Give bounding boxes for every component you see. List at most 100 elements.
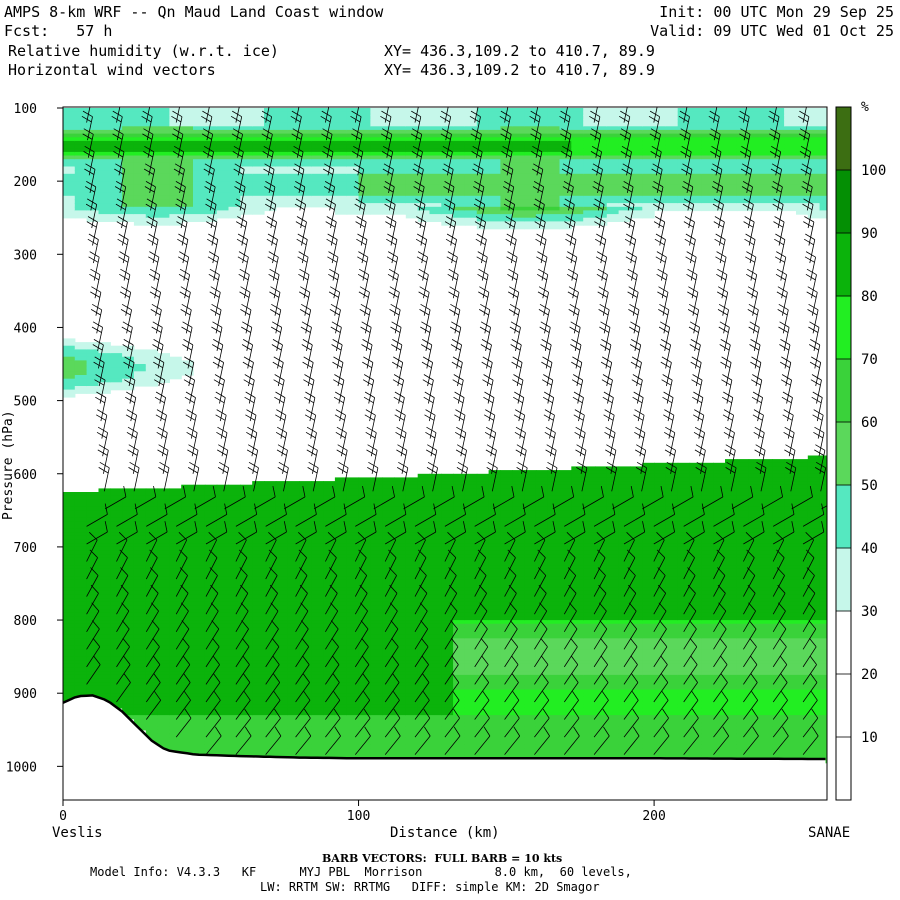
rh-cell	[169, 689, 182, 694]
rh-cell	[169, 356, 182, 361]
rh-cell	[382, 722, 395, 727]
rh-cell	[193, 627, 206, 632]
rh-cell	[547, 631, 561, 636]
rh-cell	[98, 371, 111, 376]
rh-cell	[74, 195, 88, 201]
rh-cell	[122, 685, 135, 691]
rh-cell	[405, 700, 419, 705]
rh-cell	[394, 623, 407, 628]
rh-cell	[441, 704, 454, 709]
rh-cell	[547, 663, 561, 669]
rh-cell	[441, 715, 454, 720]
rh-cell	[429, 517, 442, 522]
rh-cell	[370, 206, 383, 212]
rh-cell	[252, 126, 265, 131]
rh-cell	[571, 129, 584, 135]
rh-cell	[63, 532, 76, 537]
rh-cell	[74, 162, 88, 168]
rh-cell	[547, 137, 561, 142]
rh-cell	[571, 108, 584, 113]
rh-cell	[240, 609, 253, 614]
rh-cell	[358, 623, 371, 628]
rh-cell	[464, 733, 478, 738]
rh-cell	[394, 111, 407, 116]
rh-cell	[193, 144, 206, 149]
rh-cell	[405, 653, 419, 658]
rh-cell	[346, 685, 360, 691]
rh-cell	[524, 693, 537, 698]
rh-cell	[429, 206, 442, 212]
rh-cell	[228, 495, 241, 500]
rh-cell	[441, 711, 454, 716]
rh-cell	[216, 612, 230, 617]
rh-cell	[122, 656, 135, 661]
rh-cell	[535, 140, 549, 146]
rh-cell	[275, 492, 289, 497]
rh-cell	[405, 546, 419, 552]
rh-cell	[169, 682, 182, 687]
rh-cell	[252, 188, 265, 193]
rh-cell	[181, 503, 194, 508]
rh-cell	[193, 514, 206, 519]
rh-cell	[74, 660, 88, 665]
rh-cell	[193, 184, 206, 190]
rh-cell	[346, 678, 360, 683]
rh-cell	[275, 162, 289, 168]
rh-cell	[133, 579, 147, 585]
rh-cell	[145, 535, 159, 541]
rh-cell	[169, 704, 182, 709]
rh-cell	[181, 583, 194, 588]
rh-cell	[382, 543, 395, 548]
rh-cell	[252, 162, 265, 168]
rh-cell	[216, 499, 230, 504]
rh-cell	[382, 488, 395, 493]
rh-cell	[311, 642, 324, 647]
rh-cell	[110, 590, 123, 596]
rh-cell	[299, 550, 312, 555]
rh-cell	[559, 671, 572, 676]
rh-cell	[323, 499, 336, 504]
rh-cell	[228, 554, 241, 559]
rh-cell	[571, 532, 584, 537]
rh-cell	[441, 140, 454, 146]
rh-cell	[370, 535, 383, 541]
rh-cell	[476, 733, 490, 738]
rh-cell	[169, 371, 182, 376]
rh-cell	[275, 159, 289, 164]
rh-cell	[193, 645, 206, 650]
rh-cell	[524, 129, 537, 135]
rh-cell	[74, 514, 88, 519]
rh-cell	[228, 700, 241, 705]
rh-cell	[169, 177, 182, 182]
rh-cell	[240, 554, 253, 559]
rh-cell	[169, 609, 182, 614]
rh-cell	[169, 583, 182, 588]
rh-cell	[453, 645, 466, 650]
rh-cell	[346, 616, 360, 621]
rh-cell	[86, 623, 99, 628]
rh-cell	[287, 137, 300, 142]
rh-cell	[204, 689, 218, 694]
rh-cell	[228, 616, 241, 621]
rh-cell	[429, 579, 442, 585]
rh-cell	[240, 539, 253, 544]
rh-cell	[181, 177, 194, 182]
rh-cell	[512, 642, 525, 647]
rh-cell	[311, 726, 324, 731]
rh-cell	[157, 510, 170, 515]
rh-cell	[370, 715, 383, 720]
rh-cell	[252, 557, 265, 563]
rh-cell	[476, 517, 490, 522]
rh-cell	[287, 707, 300, 713]
rh-cell	[122, 663, 135, 669]
rh-cell	[346, 481, 360, 486]
rh-cell	[240, 162, 253, 168]
rh-cell	[524, 155, 537, 160]
rh-cell	[453, 554, 466, 559]
rh-cell	[252, 612, 265, 617]
rh-cell	[571, 616, 584, 621]
rh-cell	[275, 689, 289, 694]
rh-cell	[429, 122, 442, 127]
rh-cell	[193, 605, 206, 610]
rh-cell	[535, 667, 549, 672]
